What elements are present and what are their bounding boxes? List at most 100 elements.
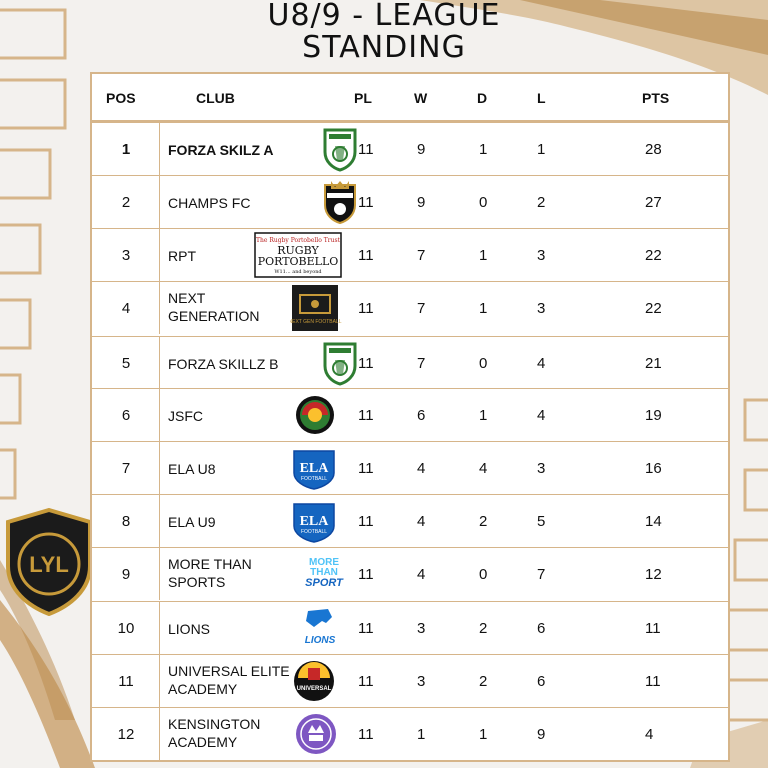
logo-ela-text: ELA — [300, 461, 330, 476]
column-divider — [159, 123, 160, 175]
column-divider — [159, 548, 160, 600]
table-row: 5 FORZA SKILLZ B 11 7 0 4 21 — [92, 336, 728, 389]
table-row: 1 FORZA SKILZ A 11 9 1 1 28 — [92, 122, 728, 175]
lyl-badge-text: LYL — [29, 552, 69, 577]
drawn-cell: 2 — [479, 513, 488, 530]
points-cell: 4 — [645, 726, 654, 743]
club-name-cell: UNIVERSAL ELITE ACADEMY — [168, 662, 290, 698]
table-row: 3 RPT The Rugby Portobello Trust RUGBY POR… — [92, 228, 728, 281]
lyl-league-badge-icon: LYL — [6, 508, 92, 616]
logo-tag-text: W11... and beyond — [274, 269, 322, 275]
header-l: L — [537, 90, 546, 106]
won-cell: 9 — [417, 141, 426, 158]
position-cell: 7 — [121, 460, 131, 477]
drawn-cell: 2 — [479, 620, 488, 637]
column-divider — [159, 389, 160, 441]
forza-skillz-crest-icon — [323, 128, 357, 172]
logo-top-text: The Rugby Portobello Trust — [256, 237, 341, 244]
won-cell: 4 — [417, 566, 426, 583]
club-logo: UNIVERSAL — [290, 658, 380, 708]
lost-cell: 7 — [537, 566, 546, 583]
title-line-1: U8/9 - LEAGUE — [267, 0, 501, 33]
played-cell: 11 — [358, 726, 374, 743]
club-logo — [297, 179, 387, 229]
points-cell: 22 — [645, 247, 662, 264]
lions-logo: LIONS — [305, 609, 336, 646]
lost-cell: 2 — [537, 194, 546, 211]
club-logo — [292, 392, 382, 442]
club-name-line-1: FORZA SKILZ A — [168, 142, 274, 158]
club-logo: ELA FOOTBALL — [290, 445, 380, 495]
lost-cell: 5 — [537, 513, 546, 530]
table-row: 2 CHAMPS FC 11 9 0 2 27 — [92, 175, 728, 228]
lost-cell: 3 — [537, 247, 546, 264]
club-name-line-1: UNIVERSAL ELITE — [168, 663, 290, 679]
logo-rugby-text: RUGBY — [277, 244, 319, 257]
table-row: 9 MORE THAN SPORTS MORE THAN SPORT 11 4 0 … — [92, 547, 728, 600]
played-cell: 11 — [358, 300, 374, 317]
played-cell: 11 — [358, 673, 374, 690]
club-name-line-1: FORZA SKILLZ B — [168, 356, 279, 372]
club-name-line-1: LIONS — [168, 621, 211, 637]
points-cell: 19 — [645, 407, 662, 424]
logo-than-text: THAN — [310, 567, 338, 578]
position-cell: 5 — [121, 355, 131, 372]
club-name-cell: NEXT GENERATION — [168, 289, 260, 325]
position-cell: 12 — [117, 726, 135, 743]
club-name-line-1: MORE THAN — [168, 556, 252, 572]
played-cell: 11 — [358, 460, 374, 477]
won-cell: 3 — [417, 620, 426, 637]
logo-football-text: FOOTBALL — [301, 476, 327, 482]
column-divider — [159, 176, 160, 228]
club-name-line-1: CHAMPS FC — [168, 195, 251, 211]
position-cell: 6 — [121, 407, 131, 424]
position-cell: 2 — [121, 194, 131, 211]
club-name-cell: JSFC — [168, 407, 203, 425]
club-name-line-2: ACADEMY — [168, 734, 238, 750]
page-title: U8/9 - LEAGUE STANDING — [0, 0, 768, 64]
points-cell: 28 — [645, 141, 662, 158]
club-name-line-2: GENERATION — [168, 308, 260, 324]
points-cell: 11 — [645, 620, 661, 637]
club-name-line-1: ELA U9 — [168, 514, 216, 530]
next-generation-logo: NEXT GEN FOOTBALL — [289, 285, 342, 331]
won-cell: 7 — [417, 247, 426, 264]
played-cell: 11 — [358, 513, 374, 530]
drawn-cell: 1 — [479, 407, 488, 424]
logo-ela-text: ELA — [300, 514, 330, 529]
club-name-line-1: KENSINGTON — [168, 716, 261, 732]
played-cell: 11 — [358, 194, 374, 211]
club-logo: LIONS — [282, 605, 372, 655]
drawn-cell: 1 — [479, 141, 488, 158]
position-cell: 4 — [121, 300, 131, 317]
drawn-cell: 0 — [479, 355, 488, 372]
won-cell: 4 — [417, 460, 426, 477]
universal-elite-crest-icon: UNIVERSAL — [294, 661, 334, 701]
header-pl: PL — [354, 90, 372, 106]
points-cell: 22 — [645, 300, 662, 317]
drawn-cell: 0 — [479, 566, 488, 583]
played-cell: 11 — [358, 566, 374, 583]
header-pts: PTS — [642, 90, 670, 106]
table-row: 8 ELA U9 ELA FOOTBALL 11 4 2 5 14 — [92, 494, 728, 547]
column-divider — [159, 337, 160, 389]
club-logo: NEXT GEN FOOTBALL — [289, 285, 380, 335]
table-row: 11 UNIVERSAL ELITE ACADEMY UNIVERSAL 11 … — [92, 654, 728, 707]
points-cell: 11 — [645, 673, 661, 690]
drawn-cell: 1 — [479, 726, 488, 743]
header-club: CLUB — [196, 90, 235, 106]
position-cell: 10 — [117, 620, 135, 637]
table-row: 12 KENSINGTON ACADEMY 11 1 1 9 4 — [92, 707, 728, 760]
played-cell: 11 — [358, 355, 374, 372]
logo-portobello-text: PORTOBELLO — [258, 255, 339, 268]
club-name-line-1: ELA U8 — [168, 461, 216, 477]
column-divider — [159, 229, 160, 281]
kensington-academy-crest-icon — [296, 714, 336, 754]
logo-small-text: NEXT GEN FOOTBALL — [290, 319, 342, 325]
lost-cell: 1 — [537, 141, 546, 158]
header-d: D — [477, 90, 488, 106]
logo-football-text: FOOTBALL — [301, 529, 327, 535]
club-name-line-1: NEXT — [168, 290, 206, 306]
